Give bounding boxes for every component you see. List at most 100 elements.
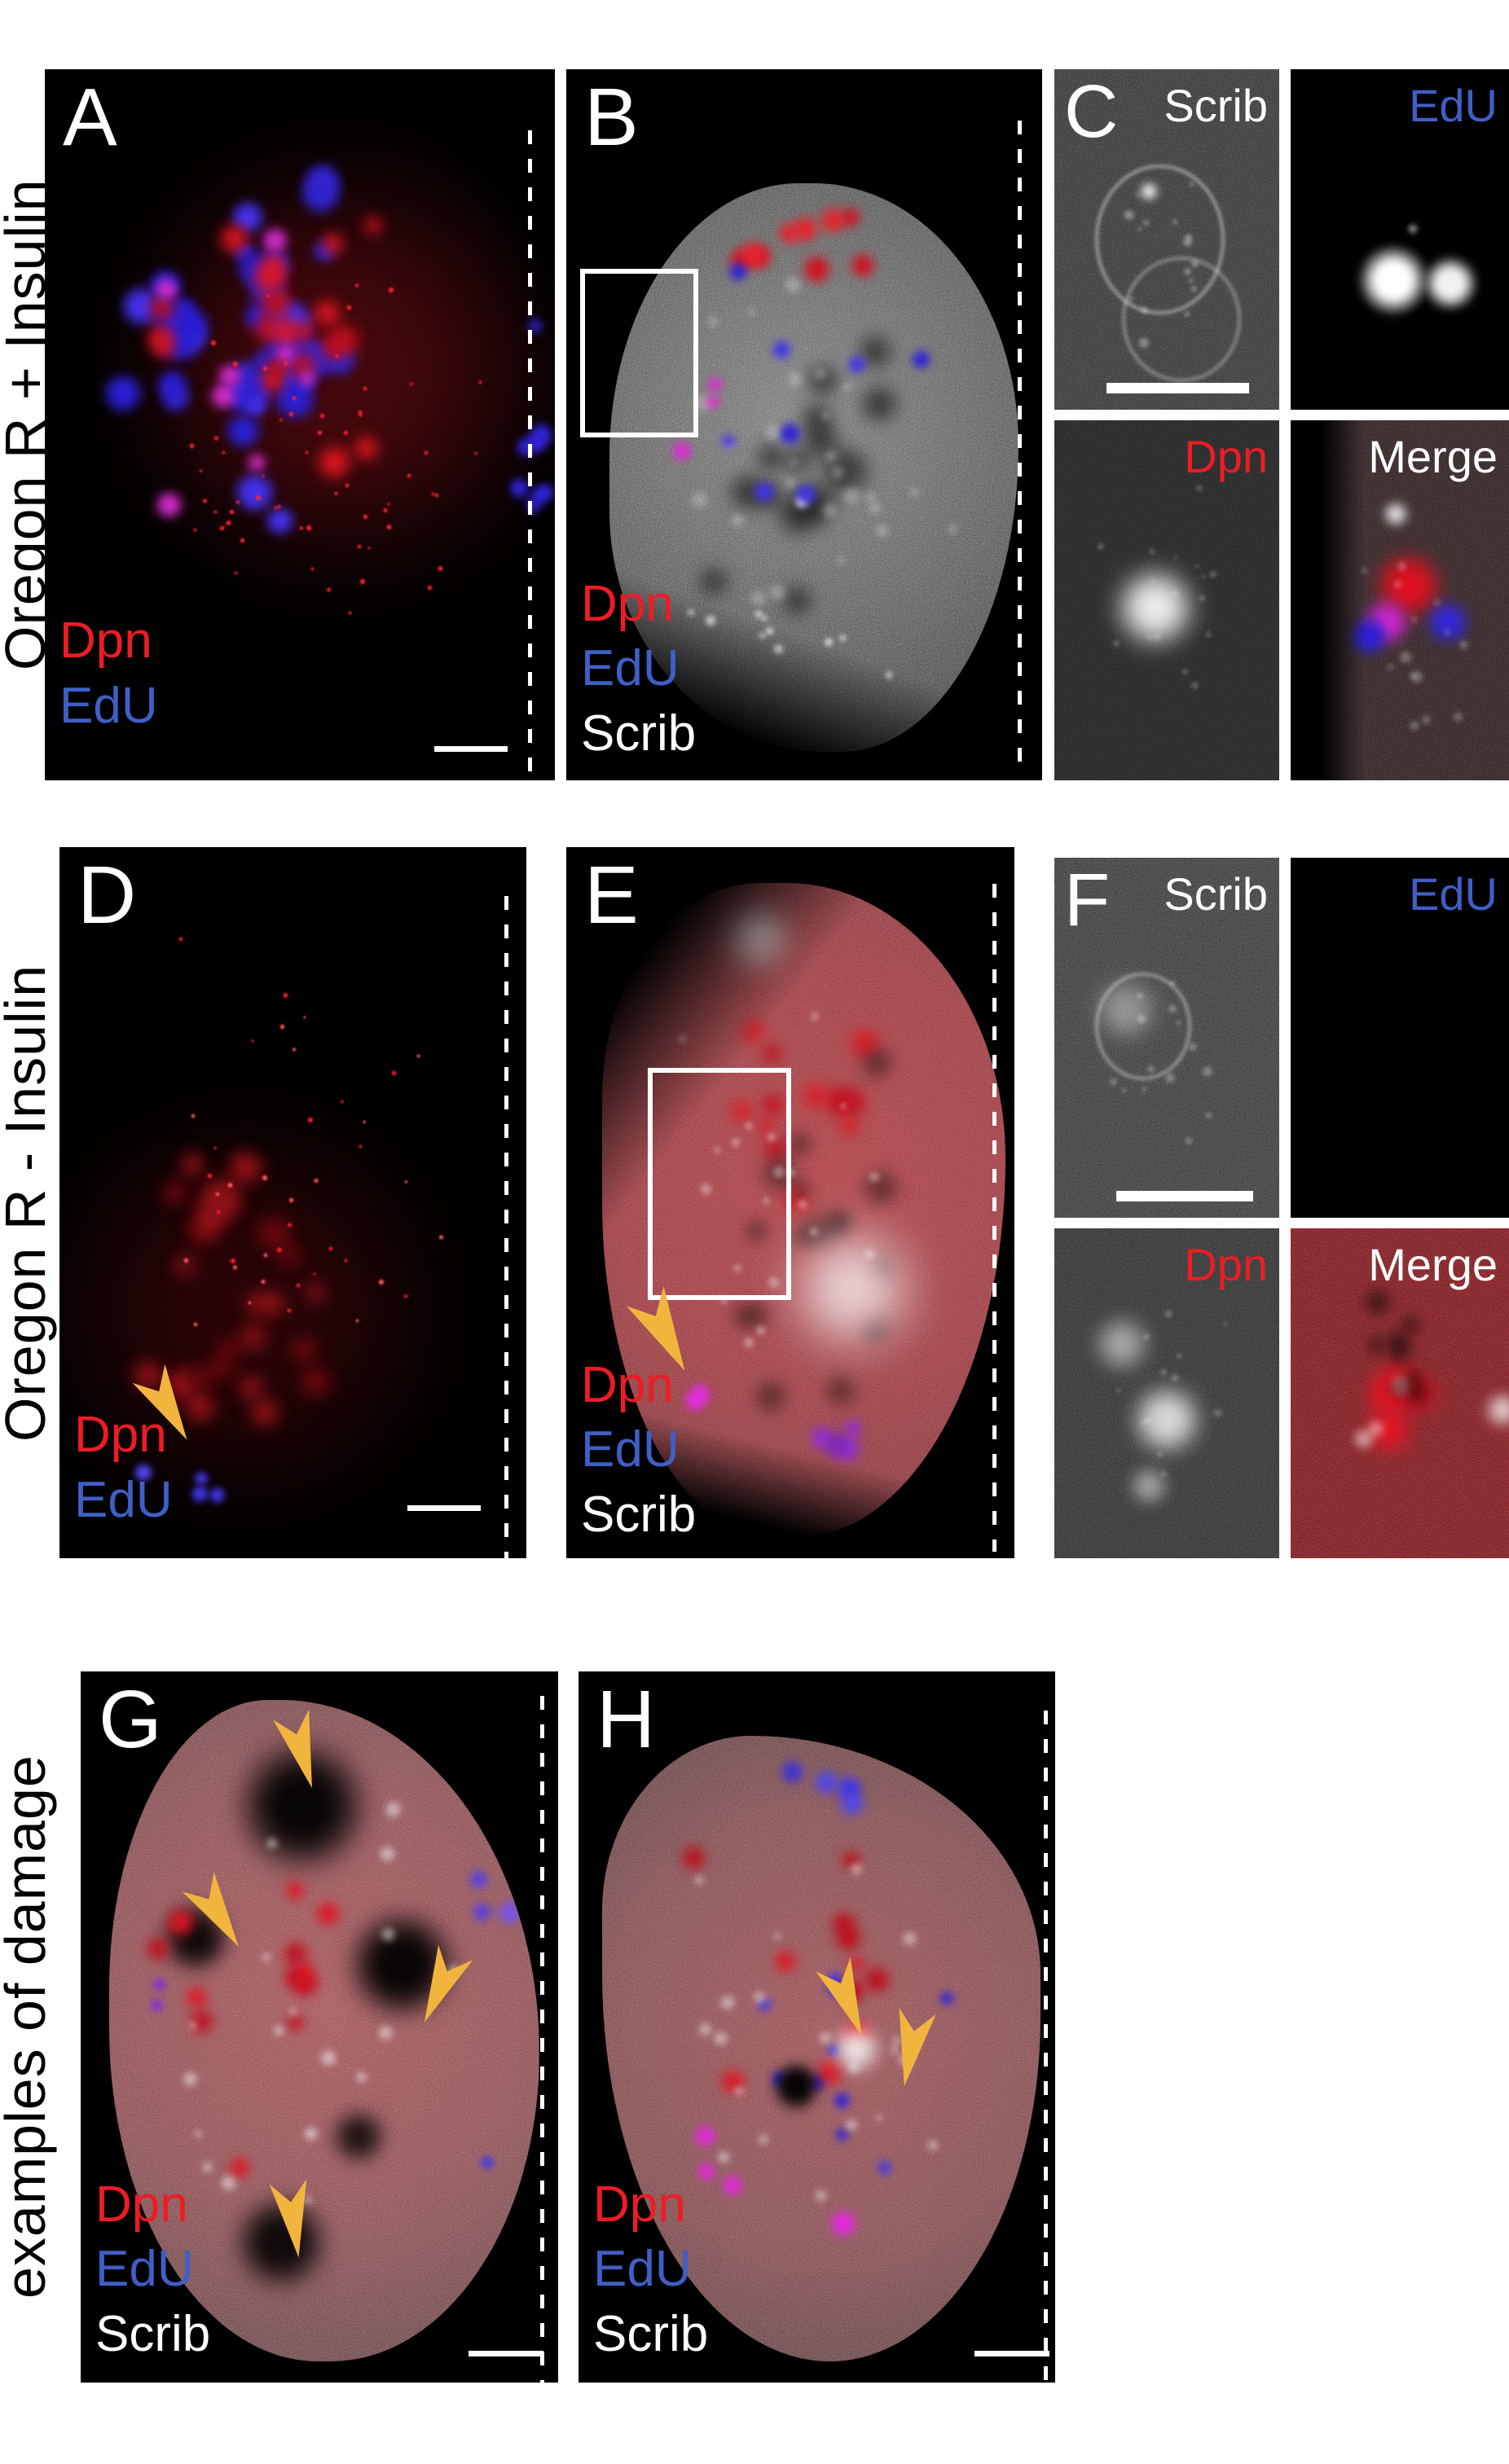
fluorescent-cell-blob — [236, 1320, 270, 1353]
roi-inset-box — [648, 1068, 791, 1300]
fluorescent-cell-blob — [219, 2173, 238, 2192]
fluorescent-cell-blob — [1410, 616, 1419, 623]
fluorescent-cell-blob — [1351, 1426, 1375, 1451]
fluorescent-cell-blob — [1362, 1286, 1394, 1319]
fluorescent-cell-blob — [288, 1197, 294, 1203]
fluorescent-cell-blob — [742, 1300, 772, 1330]
fluorescent-cell-blob — [1409, 672, 1417, 679]
fluorescent-cell-blob — [185, 1364, 214, 1394]
fluorescent-cell-blob — [773, 1931, 782, 1940]
fluorescent-cell-blob — [438, 1235, 444, 1241]
fluorescent-cell-blob — [205, 1354, 235, 1383]
fluorescent-cell-blob — [1386, 1328, 1410, 1353]
fluorescent-cell-blob — [246, 452, 267, 474]
fluorescent-cell-blob — [813, 2189, 829, 2203]
fluorescent-cell-blob — [754, 1324, 768, 1337]
row-label-oregon-r-minus-insulin: Oregon R - Insulin — [0, 964, 57, 1442]
panel-g-letter: G — [99, 1674, 162, 1765]
fluorescent-cell-blob — [244, 1290, 270, 1316]
fluorescent-cell-blob — [263, 1252, 269, 1258]
fluorescent-cell-blob — [275, 1241, 303, 1270]
fluorescent-cell-blob — [752, 480, 777, 505]
fluorescent-cell-blob — [1402, 1378, 1433, 1409]
fluorescent-cell-blob — [841, 1417, 864, 1440]
fluorescent-cell-blob — [862, 1246, 878, 1261]
fluorescent-cell-blob — [1181, 235, 1194, 248]
fluorescent-cell-blob — [270, 314, 305, 349]
fluorescent-cell-blob — [340, 1100, 345, 1105]
fluorescent-cell-blob — [165, 1907, 196, 1939]
panel-c-dpn-inset: Dpn — [1054, 420, 1279, 780]
fluorescent-cell-blob — [213, 435, 219, 441]
fluorescent-cell-blob — [237, 1373, 266, 1401]
panel-e-letter: E — [584, 850, 639, 941]
fluorescent-cell-blob — [258, 367, 286, 395]
fluorescent-cell-blob — [166, 314, 211, 358]
fluorescent-cell-blob — [835, 1775, 861, 1800]
fluorescent-cell-blob — [1201, 1065, 1213, 1078]
scale-bar — [434, 746, 508, 752]
fluorescent-cell-blob — [746, 243, 773, 270]
channel-label-scrib: Scrib — [581, 1486, 697, 1543]
channel-label-edu: EdU — [95, 2241, 194, 2298]
fluorescent-cell-blob — [191, 1113, 196, 1118]
fluorescent-cell-blob — [334, 354, 340, 358]
fluorescent-cell-blob — [467, 1868, 490, 1891]
fluorescent-cell-blob — [225, 1149, 265, 1188]
fluorescent-cell-blob — [299, 344, 326, 371]
fluorescent-cell-blob — [229, 1257, 236, 1264]
fluorescent-cell-blob — [1361, 566, 1369, 574]
fluorescent-cell-blob — [227, 1182, 234, 1189]
fluorescent-cell-blob — [257, 283, 295, 322]
fluorescent-cell-blob — [1140, 305, 1150, 315]
fluorescent-cell-blob — [183, 1258, 190, 1264]
panel-c-edu-inset: EdU — [1291, 69, 1509, 410]
panel-c-scrib-inset: C Scrib — [1054, 69, 1279, 410]
fluorescent-cell-blob — [283, 1878, 307, 1903]
fluorescent-cell-blob — [829, 1909, 860, 1939]
fluorescent-cell-blob — [320, 231, 346, 257]
fluorescent-cell-blob — [382, 507, 389, 513]
inset-label-scrib: Scrib — [1164, 80, 1268, 131]
fluorescent-cell-blob — [354, 1318, 360, 1324]
channel-label-edu: EdU — [74, 1471, 173, 1528]
fluorescent-cell-blob — [200, 1180, 244, 1225]
fluorescent-cell-blob — [470, 1901, 493, 1923]
fluorescent-cell-blob — [221, 374, 263, 416]
fluorescent-cell-blob — [261, 336, 288, 364]
fluorescent-cell-blob — [1136, 991, 1145, 1000]
fluorescent-cell-blob — [820, 1083, 857, 1119]
fluorescent-cell-blob — [711, 2029, 730, 2048]
fluorescent-cell-blob — [384, 1800, 403, 1819]
fluorescent-cell-blob — [1135, 191, 1141, 198]
fluorescent-cell-blob — [889, 2045, 900, 2055]
fluorescent-cell-blob — [829, 2208, 859, 2238]
fluorescent-cell-blob — [215, 1336, 244, 1365]
fluorescent-cell-blob — [261, 474, 265, 478]
panel-h-letter: H — [596, 1674, 656, 1765]
fluorescent-cell-blob — [302, 160, 344, 202]
fluorescent-cell-blob — [242, 299, 277, 334]
fluorescent-cell-blob — [311, 239, 337, 265]
fluorescent-cell-blob — [1382, 500, 1409, 527]
fluorescent-cell-blob — [150, 333, 178, 362]
fluorescent-cell-blob — [760, 1042, 785, 1066]
channel-label-edu: EdU — [593, 2241, 692, 2298]
fluorescent-cell-blob — [209, 339, 217, 346]
fluorescent-cell-blob — [257, 1289, 287, 1319]
fluorescent-cell-blob — [1138, 182, 1159, 202]
fluorescent-cell-blob — [284, 1967, 305, 1989]
roi-inset-box — [580, 269, 698, 437]
fluorescent-cell-blob — [793, 481, 818, 507]
fluorescent-cell-blob — [1170, 1373, 1180, 1383]
fluorescent-cell-blob — [779, 1759, 806, 1785]
fluorescent-cell-blob — [1222, 1321, 1228, 1327]
fluorescent-cell-blob — [317, 430, 323, 437]
fluorescent-cell-blob — [720, 2173, 746, 2198]
fluorescent-cell-blob — [1372, 550, 1445, 622]
fluorescent-cell-blob — [847, 1025, 882, 1061]
fluorescent-cell-blob — [156, 318, 202, 366]
fluorescent-cell-blob — [884, 670, 894, 679]
fluorescent-cell-blob — [359, 413, 363, 417]
fluorescent-cell-blob — [770, 2069, 790, 2089]
